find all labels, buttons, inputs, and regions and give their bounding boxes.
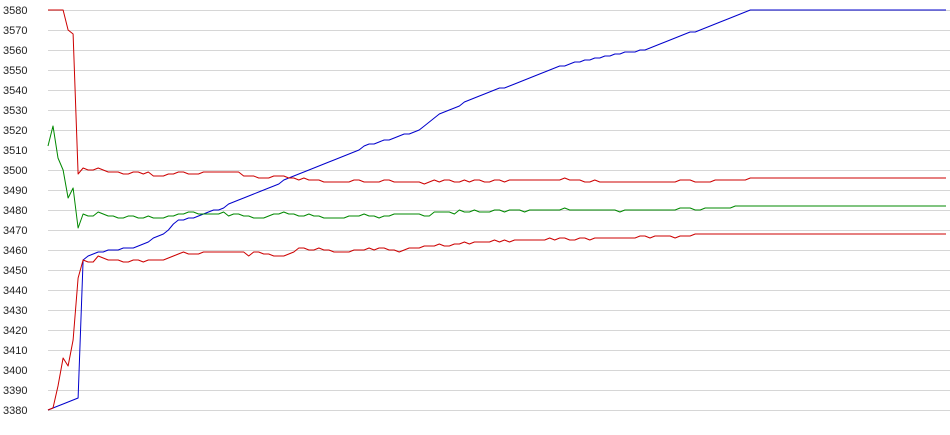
series-line-3 [47,125,946,229]
series-line-1 [47,9,946,411]
y-tick-label: 3580 [3,5,27,17]
series-line-2 [48,9,946,185]
y-tick-label: 3540 [3,85,27,97]
y-tick-label: 3510 [3,145,27,157]
y-tick-label: 3450 [3,265,27,277]
y-tick-label: 3520 [3,125,27,137]
y-tick-label: 3440 [3,285,27,297]
y-tick-label: 3410 [3,345,27,357]
y-tick-label: 3490 [3,185,27,197]
y-tick-label: 3460 [3,245,27,257]
y-tick-label: 3570 [3,25,27,37]
y-tick-label: 3530 [3,105,27,117]
y-tick-label: 3560 [3,45,27,57]
series-line-4 [47,233,946,411]
y-tick-label: 3380 [3,405,27,417]
series-group [47,9,946,411]
y-tick-label: 3500 [3,165,27,177]
y-tick-label: 3430 [3,305,27,317]
y-tick-label: 3470 [3,225,27,237]
y-tick-label: 3400 [3,365,27,377]
y-tick-label: 3550 [3,65,27,77]
y-tick-label: 3390 [3,385,27,397]
y-tick-label: 3420 [3,325,27,337]
y-tick-label: 3480 [3,205,27,217]
grid-lines [48,10,950,411]
y-axis-tick-labels: 3380 3390 3400 3410 3420 3430 3440 3450 3460 3470… [3,5,27,417]
